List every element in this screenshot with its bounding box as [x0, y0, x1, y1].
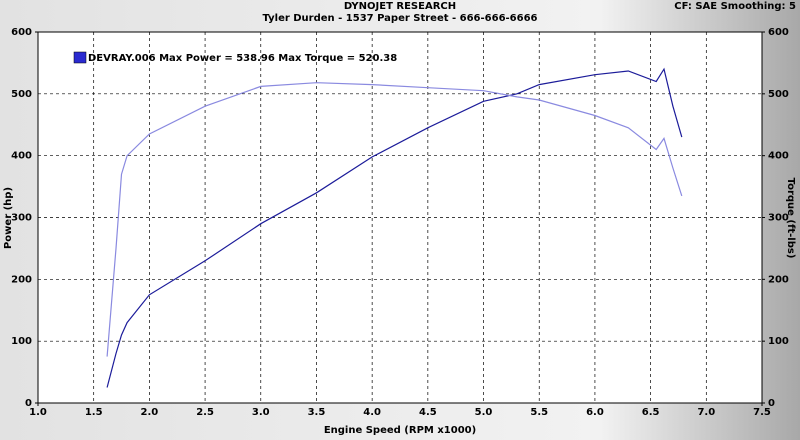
x-tick-label: 4.5 — [419, 407, 437, 418]
y-tick-label: 600 — [11, 27, 32, 38]
x-tick-label: 2.5 — [196, 407, 214, 418]
y2-tick-label: 300 — [768, 213, 789, 224]
y2-tick-label: 100 — [768, 336, 789, 347]
y2-tick-label: 0 — [768, 398, 775, 409]
x-tick-label: 2.0 — [141, 407, 159, 418]
y-tick-label: 400 — [11, 151, 32, 162]
x-tick-label: 6.5 — [642, 407, 660, 418]
x-tick-label: 1.0 — [29, 407, 47, 418]
annotation: CF: SAE Smoothing: 5 — [674, 1, 796, 12]
y-tick-label: 0 — [25, 398, 32, 409]
y2-tick-label: 600 — [768, 27, 789, 38]
series-line — [106, 67, 683, 388]
x-tick-label: 3.5 — [308, 407, 326, 418]
y-tick-label: 500 — [11, 89, 32, 100]
x-axis-label: Engine Speed (RPM x1000) — [324, 425, 476, 436]
y2-tick-label: 500 — [768, 89, 789, 100]
x-tick-label: 7.5 — [753, 407, 771, 418]
series-line — [106, 82, 683, 357]
x-tick-label: 5.5 — [530, 407, 548, 418]
x-tick-label: 5.0 — [475, 407, 493, 418]
x-tick-label: 7.0 — [697, 407, 715, 418]
y-tick-label: 200 — [11, 274, 32, 285]
y-tick-label: 300 — [11, 213, 32, 224]
y2-axis-label: Torque (ft-lbs) — [785, 178, 796, 259]
x-tick-label: 3.0 — [252, 407, 270, 418]
chart-title: DYNOJET RESEARCH — [344, 1, 456, 12]
chart-subtitle: Tyler Durden - 1537 Paper Street - 666-6… — [262, 13, 537, 24]
legend-swatch — [73, 51, 87, 64]
x-tick-label: 1.5 — [85, 407, 103, 418]
y-axis-label: Power (hp) — [3, 187, 14, 249]
x-tick-label: 4.0 — [363, 407, 381, 418]
legend-text: DEVRAY.006 Max Power = 538.96 Max Torque… — [88, 53, 397, 64]
y2-tick-label: 200 — [768, 274, 789, 285]
x-tick-label: 6.0 — [586, 407, 604, 418]
y2-tick-label: 400 — [768, 151, 789, 162]
y-tick-label: 100 — [11, 336, 32, 347]
